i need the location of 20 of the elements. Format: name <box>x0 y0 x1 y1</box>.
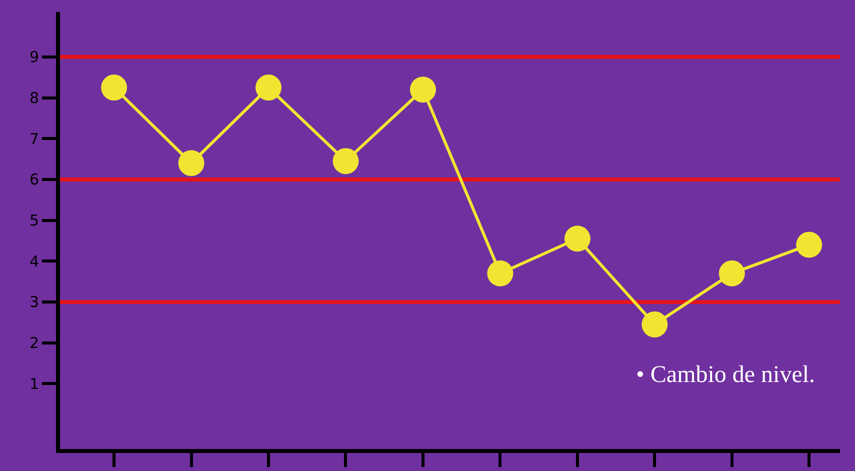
point <box>178 150 204 176</box>
point <box>564 226 590 252</box>
y-tick-label: 6 <box>29 170 39 189</box>
y-tick-label: 8 <box>29 89 39 108</box>
point <box>101 74 128 101</box>
point <box>796 232 822 258</box>
y-tick-label: 2 <box>29 334 39 352</box>
point <box>332 148 359 174</box>
y-tick-label: 3 <box>29 293 39 312</box>
point <box>642 311 668 338</box>
point <box>487 260 514 286</box>
point <box>410 76 436 103</box>
y-tick-label: 7 <box>29 130 39 148</box>
y-tick-label: 4 <box>29 252 39 270</box>
point <box>256 74 282 101</box>
annotation: • Cambio de nivel. <box>636 362 816 388</box>
y-tick-label: 9 <box>29 48 39 66</box>
y-tick-label: 1 <box>29 374 39 393</box>
y-tick-label: 5 <box>29 212 39 230</box>
point <box>718 260 745 286</box>
